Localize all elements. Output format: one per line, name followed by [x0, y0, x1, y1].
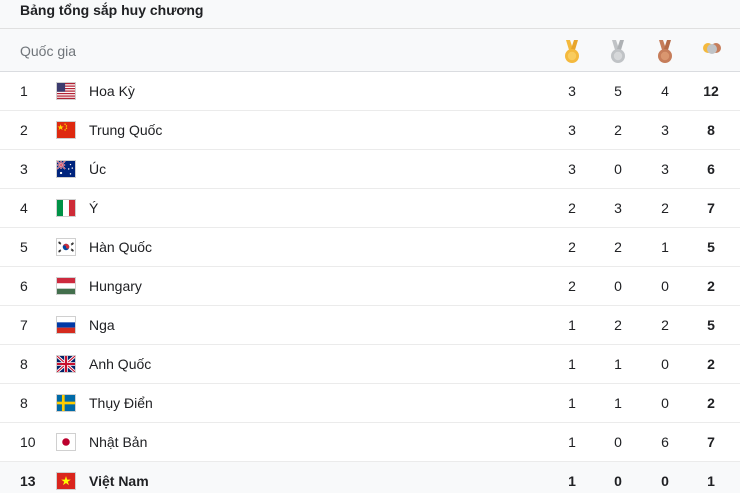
gold-count: 1 [568, 395, 576, 411]
gold-count: 1 [568, 434, 576, 450]
bronze-count: 2 [661, 200, 669, 216]
gold-count: 1 [568, 473, 576, 489]
silver-count: 3 [614, 200, 622, 216]
total-count: 2 [707, 278, 715, 294]
silver-count: 1 [614, 395, 622, 411]
table-title: Bảng tổng sắp huy chương [20, 2, 204, 18]
bronze-count: 6 [661, 434, 669, 450]
gold-count: 3 [568, 161, 576, 177]
flag-vietnam-icon [56, 472, 76, 490]
total-count: 6 [707, 161, 715, 177]
table-row[interactable]: 5 Hàn Quốc 2 2 1 5 [0, 228, 740, 267]
country-name[interactable]: Ý [89, 200, 99, 216]
title-bar: Bảng tổng sắp huy chương [0, 0, 740, 29]
rank: 7 [20, 317, 28, 333]
country-name[interactable]: Hungary [89, 278, 142, 294]
silver-count: 2 [614, 239, 622, 255]
total-count: 5 [707, 317, 715, 333]
flag-sweden-icon [56, 394, 76, 412]
flag-japan-icon [56, 433, 76, 451]
rank: 3 [20, 161, 28, 177]
total-count: 1 [707, 473, 715, 489]
gold-count: 2 [568, 200, 576, 216]
table-row[interactable]: 10 Nhật Bản 1 0 6 7 [0, 423, 740, 462]
flag-hungary-icon [56, 277, 76, 295]
gold-count: 1 [568, 356, 576, 372]
table-row[interactable]: 8 Thụy Điển 1 1 0 2 [0, 384, 740, 423]
silver-count: 0 [614, 434, 622, 450]
silver-count: 1 [614, 356, 622, 372]
country-name[interactable]: Hoa Kỳ [89, 83, 135, 99]
country-name[interactable]: Úc [89, 161, 107, 177]
rank: 6 [20, 278, 28, 294]
total-count: 7 [707, 434, 715, 450]
rank: 8 [20, 356, 28, 372]
country-name[interactable]: Nga [89, 317, 115, 333]
table-row[interactable]: 3 Úc 3 0 3 6 [0, 150, 740, 189]
bronze-count: 0 [661, 356, 669, 372]
table-row[interactable]: 4 Ý 2 3 2 7 [0, 189, 740, 228]
country-name[interactable]: Trung Quốc [89, 122, 163, 138]
country-column-header[interactable]: Quốc gia [20, 43, 77, 59]
rank: 13 [20, 473, 36, 489]
silver-count: 0 [614, 278, 622, 294]
gold-count: 2 [568, 239, 576, 255]
total-count: 7 [707, 200, 715, 216]
flag-russia-icon [56, 316, 76, 334]
gold-count: 2 [568, 278, 576, 294]
table-row[interactable]: 8 Anh Quốc 1 1 0 2 [0, 345, 740, 384]
gold-count: 3 [568, 83, 576, 99]
table-row[interactable]: 1 Hoa Kỳ 3 5 4 12 [0, 72, 740, 111]
bronze-count: 3 [661, 161, 669, 177]
country-name[interactable]: Nhật Bản [89, 434, 148, 450]
rank: 10 [20, 434, 36, 450]
bronze-medal-icon[interactable] [654, 39, 676, 65]
table-row[interactable]: 7 Nga 1 2 2 5 [0, 306, 740, 345]
total-count: 12 [703, 83, 719, 99]
bronze-count: 2 [661, 317, 669, 333]
gold-count: 1 [568, 317, 576, 333]
flag-usa-icon [56, 82, 76, 100]
bronze-count: 0 [661, 395, 669, 411]
total-count: 2 [707, 356, 715, 372]
country-name[interactable]: Việt Nam [89, 473, 149, 489]
rank: 2 [20, 122, 28, 138]
total-count: 8 [707, 122, 715, 138]
rank: 1 [20, 83, 28, 99]
silver-count: 5 [614, 83, 622, 99]
gold-count: 3 [568, 122, 576, 138]
flag-china-icon [56, 121, 76, 139]
flag-uk-icon [56, 355, 76, 373]
bronze-count: 0 [661, 278, 669, 294]
flag-south-korea-icon [56, 238, 76, 256]
total-count: 2 [707, 395, 715, 411]
rank: 5 [20, 239, 28, 255]
country-name[interactable]: Hàn Quốc [89, 239, 153, 255]
total-count: 5 [707, 239, 715, 255]
flag-italy-icon [56, 199, 76, 217]
table-row[interactable]: 2 Trung Quốc 3 2 3 8 [0, 111, 740, 150]
total-medals-icon[interactable] [700, 39, 724, 65]
table-header: Quốc gia [0, 29, 740, 72]
gold-medal-icon[interactable] [561, 39, 583, 65]
silver-count: 0 [614, 161, 622, 177]
silver-count: 2 [614, 122, 622, 138]
flag-australia-icon [56, 160, 76, 178]
silver-medal-icon[interactable] [607, 39, 629, 65]
bronze-count: 4 [661, 83, 669, 99]
bronze-count: 1 [661, 239, 669, 255]
table-row[interactable]: 6 Hungary 2 0 0 2 [0, 267, 740, 306]
rank: 4 [20, 200, 28, 216]
silver-count: 2 [614, 317, 622, 333]
silver-count: 0 [614, 473, 622, 489]
rank: 8 [20, 395, 28, 411]
country-name[interactable]: Thụy Điển [89, 395, 153, 411]
table-row[interactable]: 13 Việt Nam 1 0 0 1 [0, 462, 740, 493]
bronze-count: 0 [661, 473, 669, 489]
bronze-count: 3 [661, 122, 669, 138]
country-name[interactable]: Anh Quốc [89, 356, 152, 372]
